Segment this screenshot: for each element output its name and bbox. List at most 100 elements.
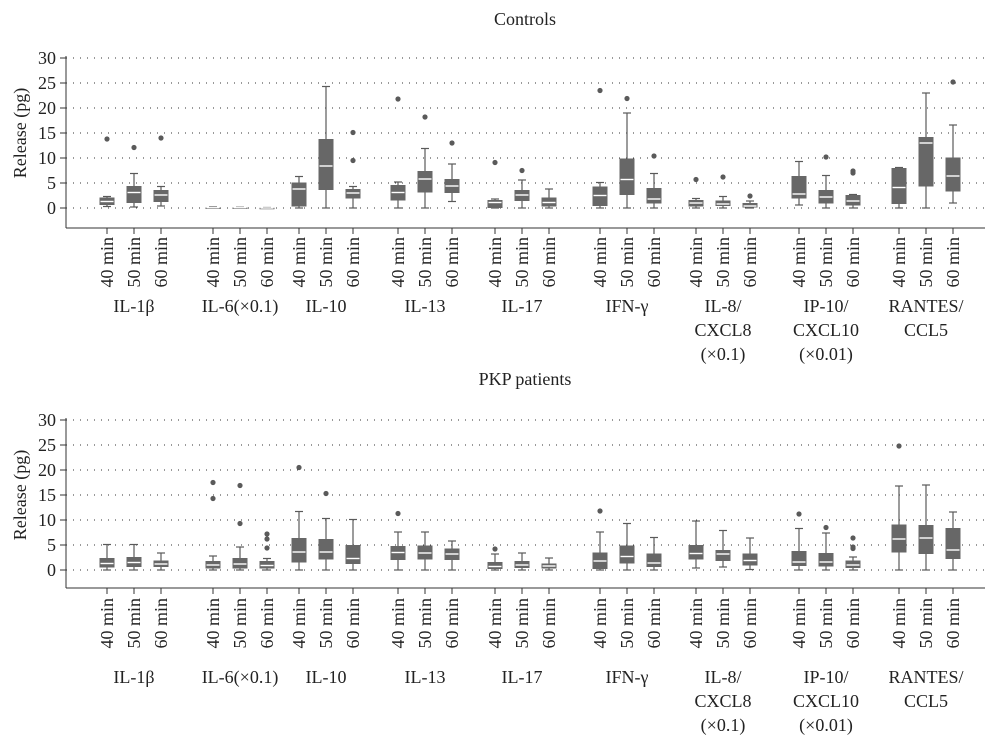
outlier-point — [264, 545, 270, 551]
box — [945, 528, 961, 559]
x-tick-label: 50 min — [916, 598, 936, 649]
group-label: IL-1β — [113, 296, 154, 316]
box — [918, 137, 934, 187]
y-tick-label: 0 — [47, 198, 56, 218]
outlier-point — [264, 531, 270, 537]
x-tick-label: 40 min — [97, 237, 117, 288]
x-tick-label: 50 min — [124, 237, 144, 288]
outlier-point — [950, 79, 956, 85]
x-tick-label: 40 min — [686, 598, 706, 649]
box — [646, 188, 662, 204]
y-tick-label: 20 — [38, 98, 56, 118]
outlier-point — [850, 544, 856, 550]
box — [619, 158, 635, 195]
outlier-point — [624, 95, 630, 102]
outlier-point — [492, 159, 498, 166]
x-tick-label: 50 min — [512, 237, 532, 288]
outlier-point — [210, 495, 216, 502]
box — [791, 176, 807, 199]
x-tick-label: 60 min — [343, 237, 363, 288]
box — [345, 189, 361, 199]
box — [646, 553, 662, 567]
box — [232, 558, 248, 569]
x-tick-label: 60 min — [843, 598, 863, 649]
outlier-point — [850, 168, 856, 174]
y-tick-label: 25 — [38, 73, 56, 93]
outlier-point — [104, 136, 110, 142]
outlier-point — [747, 193, 753, 199]
box — [918, 525, 934, 554]
box — [345, 545, 361, 564]
box — [845, 560, 861, 568]
box — [688, 545, 704, 560]
box — [318, 539, 334, 560]
box — [818, 553, 834, 567]
box — [487, 200, 503, 208]
box — [742, 553, 758, 566]
group-label: IL-6(×0.1) — [202, 296, 279, 317]
group-label: IL-10 — [306, 296, 347, 316]
x-tick-label: 40 min — [388, 598, 408, 649]
outlier-point — [131, 144, 137, 151]
outlier-point — [449, 140, 455, 146]
y-tick-label: 5 — [47, 535, 56, 555]
x-tick-label: 40 min — [590, 237, 610, 288]
box — [487, 562, 503, 569]
x-tick-label: 50 min — [512, 598, 532, 649]
outlier-point — [296, 464, 302, 471]
x-tick-label: 60 min — [343, 598, 363, 649]
y-tick-label: 0 — [47, 560, 56, 580]
group-label: IL-1β — [113, 667, 154, 687]
x-tick-label: 60 min — [257, 598, 277, 649]
x-tick-label: 60 min — [943, 237, 963, 288]
outlier-point — [492, 546, 498, 552]
x-tick-label: 60 min — [644, 237, 664, 288]
x-tick-label: 40 min — [203, 598, 223, 649]
box — [592, 186, 608, 206]
box — [945, 157, 961, 192]
x-tick-label: 60 min — [843, 237, 863, 288]
box — [126, 186, 142, 203]
group-label: IL-13 — [405, 296, 446, 316]
x-tick-label: 60 min — [943, 598, 963, 649]
y-axis-label: Release (pg) — [10, 450, 31, 540]
outlier-point — [264, 536, 270, 542]
outlier-point — [850, 535, 856, 541]
group-label: CCL5 — [904, 691, 948, 711]
group-label: (×0.1) — [701, 344, 746, 365]
x-tick-label: 50 min — [415, 598, 435, 649]
x-tick-label: 50 min — [816, 237, 836, 288]
group-label: IL-17 — [502, 667, 543, 687]
y-tick-label: 25 — [38, 435, 56, 455]
x-tick-label: 60 min — [442, 237, 462, 288]
group-label: IL-6(×0.1) — [202, 667, 279, 688]
x-tick-label: 50 min — [316, 598, 336, 649]
outlier-point — [693, 176, 699, 183]
x-tick-label: 60 min — [539, 237, 559, 288]
x-tick-label: 50 min — [617, 237, 637, 288]
box — [291, 538, 307, 563]
y-tick-label: 5 — [47, 173, 56, 193]
box — [417, 171, 433, 193]
box — [291, 182, 307, 207]
x-tick-label: 50 min — [415, 237, 435, 288]
group-label: RANTES/ — [888, 667, 963, 687]
group-label: IFN-γ — [606, 667, 649, 687]
group-label: CCL5 — [904, 320, 948, 340]
chart-title: Controls — [494, 9, 556, 29]
outlier-point — [823, 154, 829, 160]
outlier-point — [395, 96, 401, 102]
box — [845, 195, 861, 206]
x-tick-label: 40 min — [97, 598, 117, 649]
y-tick-label: 15 — [38, 485, 56, 505]
y-tick-label: 10 — [38, 510, 56, 530]
box — [318, 139, 334, 190]
x-tick-label: 60 min — [151, 598, 171, 649]
group-label: (×0.1) — [701, 715, 746, 735]
y-axis-label: Release (pg) — [10, 88, 31, 178]
box — [619, 545, 635, 564]
group-label: (×0.01) — [799, 344, 853, 365]
outlier-point — [350, 157, 356, 164]
x-tick-label: 40 min — [789, 237, 809, 288]
